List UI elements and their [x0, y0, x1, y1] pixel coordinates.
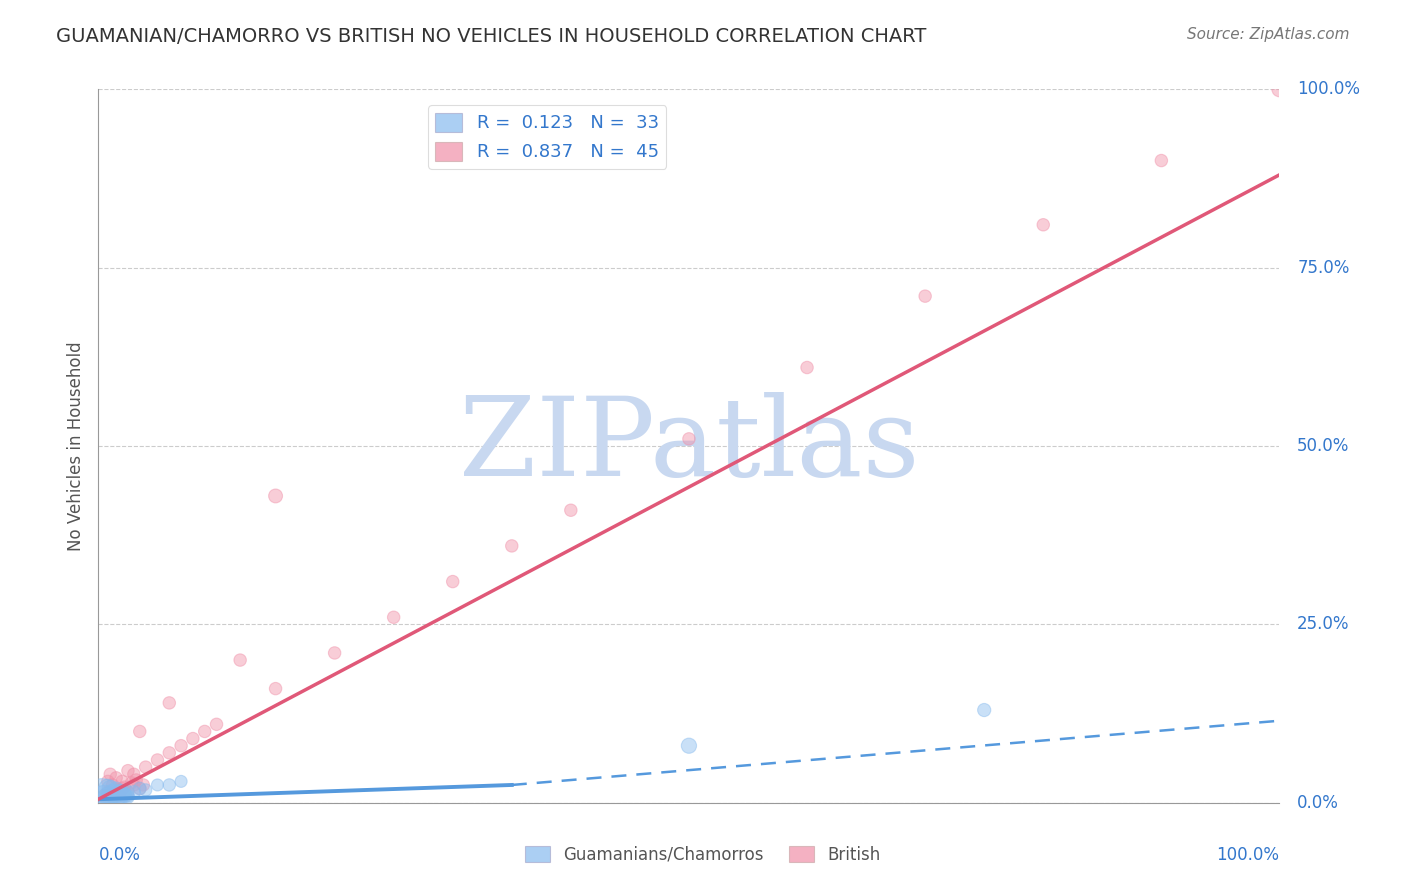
- Point: [108, 785, 131, 799]
- Point: [108, 789, 131, 803]
- Point: [97, 785, 120, 799]
- Point: [101, 785, 124, 799]
- Text: 0.0%: 0.0%: [1298, 794, 1339, 812]
- Point: [103, 789, 125, 803]
- Point: [181, 731, 204, 746]
- Point: [121, 776, 143, 790]
- Point: [128, 724, 150, 739]
- Y-axis label: No Vehicles in Household: No Vehicles in Household: [66, 341, 84, 551]
- Legend: R =  0.123   N =  33, R =  0.837   N =  45: R = 0.123 N = 33, R = 0.837 N = 45: [429, 105, 666, 169]
- Point: [264, 489, 287, 503]
- Point: [1150, 153, 1173, 168]
- Point: [98, 787, 121, 801]
- Point: [112, 780, 135, 794]
- Point: [125, 772, 148, 787]
- Point: [107, 785, 129, 799]
- Point: [194, 724, 217, 739]
- Point: [111, 774, 134, 789]
- Point: [108, 783, 131, 797]
- Legend: Guamanians/Chamorros, British: Guamanians/Chamorros, British: [519, 839, 887, 871]
- Point: [678, 739, 700, 753]
- Point: [264, 681, 287, 696]
- Point: [91, 789, 114, 803]
- Point: [105, 787, 128, 801]
- Text: 75.0%: 75.0%: [1298, 259, 1350, 277]
- Point: [560, 503, 582, 517]
- Text: GUAMANIAN/CHAMORRO VS BRITISH NO VEHICLES IN HOUSEHOLD CORRELATION CHART: GUAMANIAN/CHAMORRO VS BRITISH NO VEHICLE…: [56, 27, 927, 45]
- Point: [98, 781, 121, 796]
- Point: [128, 781, 150, 796]
- Point: [97, 774, 120, 789]
- Point: [914, 289, 936, 303]
- Point: [678, 432, 700, 446]
- Point: [229, 653, 252, 667]
- Point: [122, 767, 145, 781]
- Point: [101, 787, 124, 801]
- Point: [117, 785, 139, 799]
- Point: [93, 792, 115, 806]
- Point: [796, 360, 818, 375]
- Text: Source: ZipAtlas.com: Source: ZipAtlas.com: [1187, 27, 1350, 42]
- Point: [170, 774, 193, 789]
- Point: [157, 778, 180, 792]
- Point: [105, 783, 128, 797]
- Point: [122, 785, 145, 799]
- Point: [205, 717, 228, 731]
- Point: [97, 790, 120, 805]
- Point: [101, 790, 124, 805]
- Point: [157, 696, 180, 710]
- Point: [128, 781, 150, 796]
- Point: [117, 790, 139, 805]
- Point: [105, 771, 128, 785]
- Point: [98, 767, 121, 781]
- Text: 0.0%: 0.0%: [98, 846, 141, 863]
- Point: [132, 778, 155, 792]
- Point: [115, 785, 138, 799]
- Point: [98, 787, 121, 801]
- Point: [98, 789, 121, 803]
- Point: [111, 781, 134, 796]
- Point: [973, 703, 995, 717]
- Point: [101, 778, 124, 792]
- Point: [135, 783, 157, 797]
- Text: 50.0%: 50.0%: [1298, 437, 1350, 455]
- Point: [112, 787, 135, 801]
- Point: [146, 753, 169, 767]
- Text: 100.0%: 100.0%: [1216, 846, 1279, 863]
- Point: [135, 760, 157, 774]
- Point: [112, 787, 135, 801]
- Point: [93, 789, 115, 803]
- Point: [111, 789, 134, 803]
- Point: [94, 790, 117, 805]
- Point: [501, 539, 523, 553]
- Point: [382, 610, 405, 624]
- Point: [1268, 82, 1291, 96]
- Point: [441, 574, 464, 589]
- Point: [117, 764, 139, 778]
- Point: [112, 789, 135, 803]
- Text: 25.0%: 25.0%: [1298, 615, 1350, 633]
- Point: [122, 778, 145, 792]
- Point: [170, 739, 193, 753]
- Point: [157, 746, 180, 760]
- Point: [1032, 218, 1054, 232]
- Point: [111, 785, 134, 799]
- Text: 100.0%: 100.0%: [1298, 80, 1360, 98]
- Point: [105, 789, 128, 803]
- Point: [108, 790, 131, 805]
- Point: [105, 783, 128, 797]
- Text: ZIPatlas: ZIPatlas: [458, 392, 920, 500]
- Point: [323, 646, 346, 660]
- Point: [97, 781, 120, 796]
- Point: [117, 789, 139, 803]
- Point: [146, 778, 169, 792]
